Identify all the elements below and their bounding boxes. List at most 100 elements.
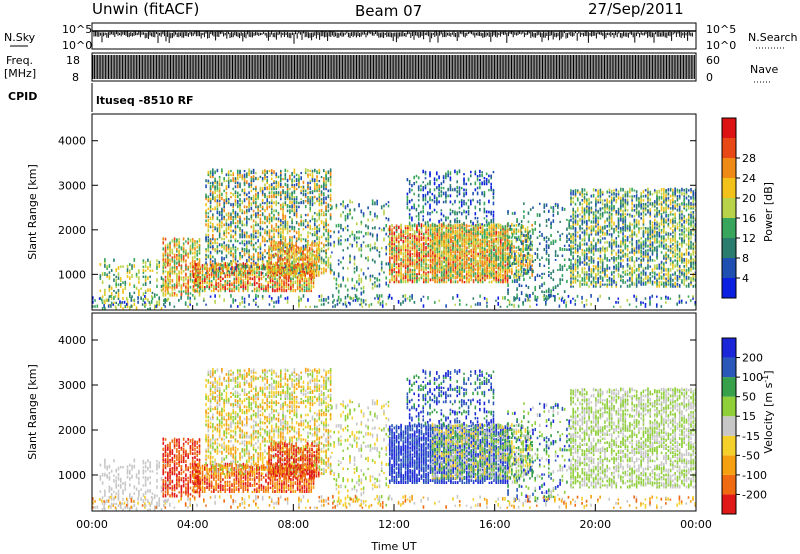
power-echo: [286, 259, 288, 263]
power-echo: [115, 282, 118, 286]
power-echo: [323, 271, 325, 275]
power-echo: [160, 307, 163, 310]
power-echo: [199, 277, 202, 281]
power-echo: [434, 271, 436, 276]
power-echo: [171, 260, 174, 263]
power-echo: [287, 284, 290, 289]
power-echo: [197, 265, 199, 269]
power-echo: [362, 212, 365, 216]
power-echo: [279, 197, 282, 201]
power-echo: [173, 272, 176, 275]
power-echo: [388, 246, 391, 250]
power-echo: [391, 234, 393, 238]
power-echo: [198, 244, 201, 249]
power-echo: [237, 273, 240, 277]
power-echo: [279, 266, 282, 269]
power-echo: [360, 222, 363, 226]
power-echo: [282, 231, 284, 235]
power-echo: [232, 178, 235, 183]
power-echo: [223, 233, 225, 237]
power-echo: [289, 200, 291, 205]
power-echo: [272, 266, 275, 271]
power-echo: [257, 205, 259, 209]
power-echo: [233, 270, 236, 275]
power-echo: [128, 271, 131, 274]
power-echo: [290, 268, 292, 273]
power-echo: [199, 285, 202, 289]
power-echo: [236, 260, 239, 263]
power-echo: [264, 208, 266, 213]
power-echo: [201, 264, 204, 269]
power-echo: [272, 273, 275, 277]
power-echo: [420, 249, 423, 254]
power-echo: [117, 303, 120, 306]
power-echo: [234, 248, 237, 253]
power-echo: [313, 257, 316, 261]
power-echo: [208, 267, 211, 271]
power-echo: [119, 282, 122, 286]
power-echo: [289, 177, 291, 181]
power-echo: [422, 270, 425, 274]
power-echo: [353, 233, 356, 238]
power-echo: [273, 239, 275, 243]
power-echo: [456, 246, 459, 250]
power-echo: [178, 256, 180, 259]
power-echo: [197, 275, 199, 279]
power-echo: [306, 254, 309, 257]
power-echo: [243, 248, 246, 253]
power-echo: [447, 254, 450, 258]
power-echo: [402, 260, 405, 264]
power-echo: [427, 252, 430, 256]
power-echo: [205, 253, 207, 257]
power-echo: [227, 215, 230, 219]
power-echo: [259, 209, 262, 213]
power-echo: [395, 271, 398, 276]
power-echo: [153, 293, 156, 296]
power-echo: [226, 273, 229, 277]
power-echo: [369, 243, 372, 248]
power-echo: [291, 209, 293, 213]
power-echo: [311, 258, 313, 261]
power-echo: [234, 227, 237, 231]
power-echo: [461, 229, 464, 234]
power-echo: [304, 273, 307, 277]
power-echo: [260, 273, 263, 277]
power-echo: [284, 176, 287, 181]
power-echo: [242, 272, 245, 277]
power-echo: [164, 237, 167, 241]
power-echo: [313, 259, 316, 263]
power-echo: [459, 261, 461, 266]
power-echo: [475, 233, 477, 236]
power-echo: [425, 238, 427, 242]
power-echo: [126, 299, 129, 302]
power-echo: [225, 197, 228, 201]
power-echo: [216, 200, 219, 205]
power-echo: [282, 235, 284, 239]
power-echo: [106, 274, 108, 278]
power-echo: [232, 259, 235, 263]
power-echo: [262, 286, 265, 291]
power-echo: [304, 256, 307, 259]
power-echo: [337, 238, 340, 242]
power-echo: [293, 244, 295, 247]
power-echo: [232, 245, 235, 249]
power-echo: [497, 231, 500, 234]
power-echo: [281, 288, 283, 293]
power-echo: [231, 268, 233, 273]
power-echo: [413, 252, 416, 256]
power-echo: [162, 293, 165, 297]
power-echo: [232, 204, 235, 209]
power-echo: [252, 255, 255, 259]
power-echo: [286, 204, 289, 209]
power-echo: [279, 258, 282, 263]
power-echo: [393, 262, 396, 266]
power-echo: [268, 187, 271, 191]
power-echo: [434, 250, 436, 253]
power-echo: [162, 263, 165, 267]
power-echo: [203, 285, 206, 289]
power-echo: [431, 275, 434, 279]
power-echo: [445, 226, 448, 230]
power-echo: [234, 222, 237, 225]
power-echo: [194, 270, 197, 275]
power-echo: [255, 214, 257, 219]
